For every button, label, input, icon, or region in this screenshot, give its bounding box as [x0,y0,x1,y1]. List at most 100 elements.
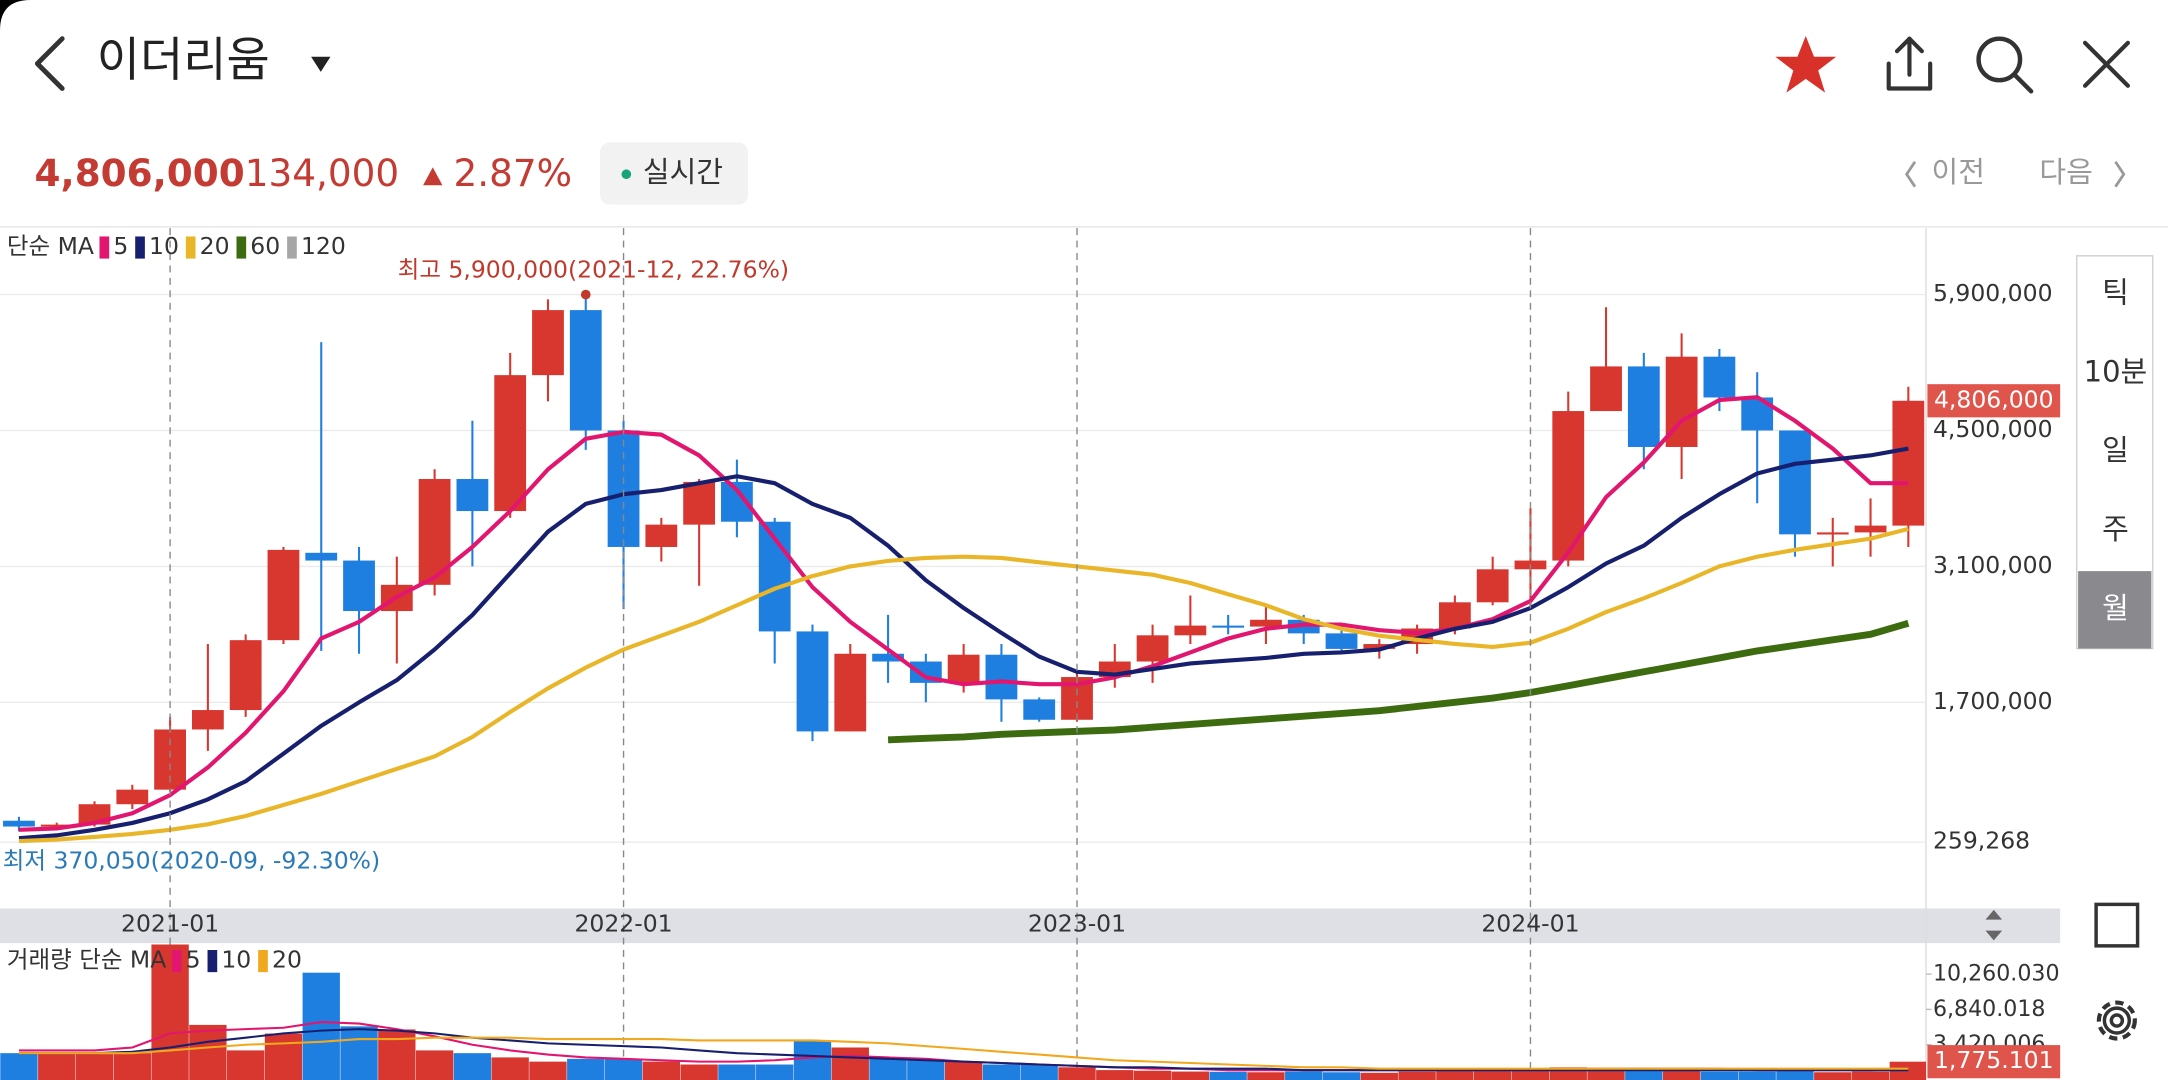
legend-swatch [185,236,196,259]
candle-body [1476,569,1509,603]
legend-title: 단순 MA [7,232,94,260]
volume-bar [340,1026,378,1080]
next-chevron[interactable] [2114,161,2126,188]
price-tag-label: 4,806,000 [1934,385,2054,413]
layout-button[interactable] [2094,902,2140,948]
legend-swatch [135,236,145,259]
favorite-star[interactable] [1775,35,1837,93]
price-change-pct: 2.87% [454,151,573,195]
volume-bar [1587,1068,1625,1080]
volume-bar [718,1064,756,1080]
legend-swatch [236,236,247,259]
volume-bar [1814,1072,1852,1080]
legend-title: 거래량 단순 MA [7,946,166,974]
candle-body [191,710,224,730]
prev-chevron[interactable] [1905,161,1917,188]
volume-ma-line [18,1036,1909,1070]
period-button[interactable]: 10분 [2084,354,2148,388]
volume-bar [378,1029,416,1080]
legend-label: 20 [272,946,302,974]
y-tick-label: 5,900,000 [1933,279,2053,307]
volume-bar [1474,1070,1512,1080]
candle-body [40,824,73,827]
legend-label: 10 [149,232,179,260]
candle-body [305,552,338,561]
period-button[interactable]: 틱 [2102,276,2129,310]
candle-body [3,820,35,827]
share-button[interactable] [1886,36,1933,91]
period-button[interactable]: 주 [2102,512,2129,546]
candle-body [1703,356,1736,398]
volume-bar [227,1050,265,1080]
period-button[interactable]: 월 [2102,591,2129,625]
ma-line [18,395,1909,832]
legend-swatch [258,950,268,973]
x-tick-label: 2023-01 [1028,910,1126,938]
legend-swatch [287,236,297,259]
candle-body [985,654,1018,700]
candle-body [532,310,564,376]
volume-tag-label: 1,775.101 [1934,1046,2054,1074]
candle-body [569,310,602,431]
volume-bar [869,1058,907,1080]
volume-bar [1247,1072,1285,1080]
volume-bar [113,1053,151,1080]
candle-body [947,654,980,683]
prev-button[interactable]: 이전 [1932,155,1985,189]
candle-body [1363,644,1396,649]
pane-resize[interactable] [1985,909,2003,941]
candle-body [267,549,300,641]
legend-label: 5 [186,946,201,974]
candle-body [1854,525,1887,533]
asset-dropdown[interactable] [311,56,331,72]
price-change: 134,000 [245,151,399,195]
time-axis-strip [0,908,2061,944]
candle-body [1174,625,1207,636]
y-tick-label: 259,268 [1933,827,2030,855]
legend-swatch [207,950,218,973]
legend-label: 10 [221,946,251,974]
candle-body [1816,532,1849,535]
volume-bar [415,1050,454,1080]
x-tick-label: 2024-01 [1481,910,1579,938]
volume-bar [944,1061,983,1080]
realtime-pill[interactable] [600,142,749,205]
candle-body [1892,400,1925,526]
high-marker [580,289,591,300]
volume-bar [1398,1071,1436,1080]
asset-title[interactable]: 이더리움 [97,33,270,88]
candle-body [1212,625,1245,628]
volume-bar [1625,1070,1663,1080]
price-tag [1927,384,2061,418]
candle-body [1325,633,1358,649]
volume-bar [38,1053,76,1080]
next-button[interactable]: 다음 [2039,155,2092,189]
legend-swatch [99,236,110,259]
y-tick-label: 4,500,000 [1933,415,2053,443]
period-button[interactable]: 일 [2102,433,2129,467]
realtime-label[interactable]: 실시간 [643,155,723,189]
search-button[interactable] [1976,36,2034,94]
candle-body [645,524,678,547]
y-tick-label: 3,100,000 [1933,551,2053,579]
candle-body [683,481,716,525]
volume-bar [756,1064,794,1080]
candle-body [1627,366,1660,447]
back-button[interactable] [34,36,65,91]
volume-bar [1171,1071,1210,1080]
close-button[interactable] [2082,40,2130,88]
volume-bar [680,1064,718,1080]
volume-bar [264,1033,303,1080]
volume-bar [1209,1071,1247,1080]
x-tick-label: 2022-01 [574,910,672,938]
candle-body [343,560,375,612]
volume-bar [1738,1071,1776,1080]
volume-bar [1096,1070,1134,1080]
settings-button[interactable] [2096,1000,2137,1041]
candle-body [494,375,527,512]
annotation: 최저 370,050(2020-09, -92.30%) [3,846,380,874]
volume-bar [1700,1071,1739,1080]
